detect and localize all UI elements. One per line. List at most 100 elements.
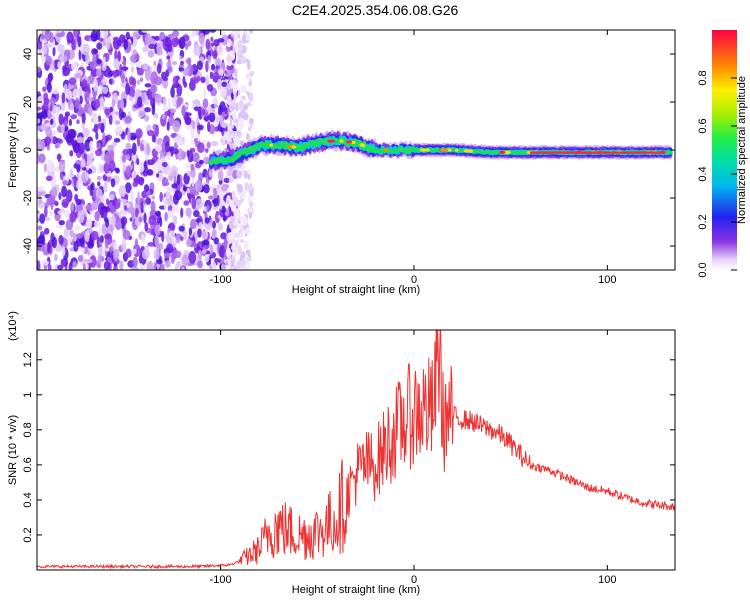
noise-blob: [200, 76, 206, 84]
noise-blob: [186, 65, 189, 77]
noise-blob: [58, 220, 65, 226]
noise-blob: [202, 98, 209, 109]
noise-blob: [80, 158, 86, 168]
noise-blob: [166, 169, 171, 176]
noise-blob: [92, 90, 97, 102]
noise-blob: [43, 92, 49, 103]
noise-blob: [95, 131, 99, 140]
noise-blob: [217, 169, 224, 181]
noise-blob: [153, 112, 159, 119]
noise-blob: [44, 30, 52, 42]
noise-blob: [136, 79, 141, 85]
noise-blob: [155, 210, 161, 217]
noise-blob: [185, 238, 192, 247]
noise-blob: [205, 38, 211, 50]
noise-blob: [172, 148, 179, 155]
noise-blob: [112, 248, 120, 261]
noise-blob: [44, 136, 52, 145]
noise-blob: [69, 229, 74, 238]
noise-blob: [137, 191, 141, 205]
fringe-blob: [235, 232, 238, 239]
noise-blob: [119, 63, 123, 76]
noise-blob: [141, 30, 150, 33]
noise-blob: [42, 86, 47, 92]
noise-blob: [193, 242, 198, 249]
noise-blob: [37, 41, 43, 50]
fringe-blob: [231, 190, 236, 200]
signal-peak: [346, 140, 352, 144]
noise-blob: [90, 182, 95, 191]
noise-blob: [223, 177, 230, 183]
noise-blob: [46, 82, 53, 93]
snr-x-tick-label: -100: [210, 574, 232, 586]
noise-blob: [108, 51, 113, 56]
noise-blob: [45, 175, 53, 181]
noise-blob: [62, 180, 69, 186]
noise-blob: [124, 205, 128, 210]
noise-blob: [161, 142, 166, 153]
noise-blob: [181, 105, 186, 117]
noise-blob: [147, 50, 154, 58]
spectrogram-marks: [37, 30, 673, 270]
noise-blob: [164, 211, 168, 222]
fringe-blob: [226, 83, 232, 90]
snr-marks: [37, 330, 675, 570]
noise-blob: [97, 115, 102, 123]
noise-blob: [71, 61, 78, 71]
noise-blob: [128, 85, 135, 99]
noise-blob: [209, 244, 214, 255]
noise-blob: [37, 95, 44, 107]
noise-blob: [90, 30, 99, 42]
noise-blob: [87, 96, 95, 102]
noise-blob: [120, 111, 127, 119]
noise-blob: [185, 207, 192, 217]
noise-blob: [118, 185, 127, 198]
noise-blob: [167, 205, 173, 212]
colorbar-gradient: [712, 30, 737, 270]
noise-blob: [119, 260, 124, 270]
fringe-blob: [239, 239, 245, 243]
noise-blob: [47, 109, 51, 118]
fringe-blob: [243, 170, 248, 179]
noise-blob: [187, 150, 194, 163]
spectrogram-y-tick-label: 20: [22, 96, 34, 108]
noise-blob: [101, 77, 108, 85]
noise-blob: [208, 170, 213, 178]
noise-blob: [168, 230, 176, 238]
noise-blob: [112, 140, 117, 147]
noise-blob: [114, 49, 118, 62]
fringe-blob: [232, 110, 237, 120]
fringe-blob: [241, 190, 247, 200]
noise-blob: [58, 113, 64, 126]
noise-blob: [41, 260, 49, 266]
noise-blob: [62, 66, 71, 77]
noise-blob: [192, 120, 196, 130]
signal-core: [530, 151, 666, 154]
noise-blob: [126, 154, 130, 161]
noise-blob: [204, 217, 210, 224]
noise-blob: [196, 76, 201, 82]
noise-blob: [178, 67, 185, 72]
noise-blob: [208, 112, 216, 123]
fringe-blob: [241, 84, 247, 93]
noise-blob: [68, 118, 72, 127]
noise-blob: [183, 172, 190, 185]
fringe-blob: [250, 123, 253, 129]
signal-peak: [447, 148, 452, 152]
noise-blob: [220, 232, 228, 240]
noise-blob: [163, 115, 168, 121]
noise-blob: [212, 97, 217, 104]
signal-peak: [339, 139, 344, 143]
noise-blob: [178, 36, 186, 50]
fringe-blob: [226, 168, 233, 176]
noise-blob: [125, 248, 132, 258]
noise-blob: [73, 163, 78, 169]
noise-blob: [139, 111, 146, 116]
spectrogram-y-tick-label: -20: [22, 190, 34, 206]
fringe-blob: [247, 183, 253, 192]
fringe-blob: [235, 218, 239, 224]
noise-blob: [146, 260, 154, 270]
noise-blob: [211, 261, 217, 270]
noise-blob: [81, 79, 88, 88]
signal-peak: [327, 139, 336, 143]
